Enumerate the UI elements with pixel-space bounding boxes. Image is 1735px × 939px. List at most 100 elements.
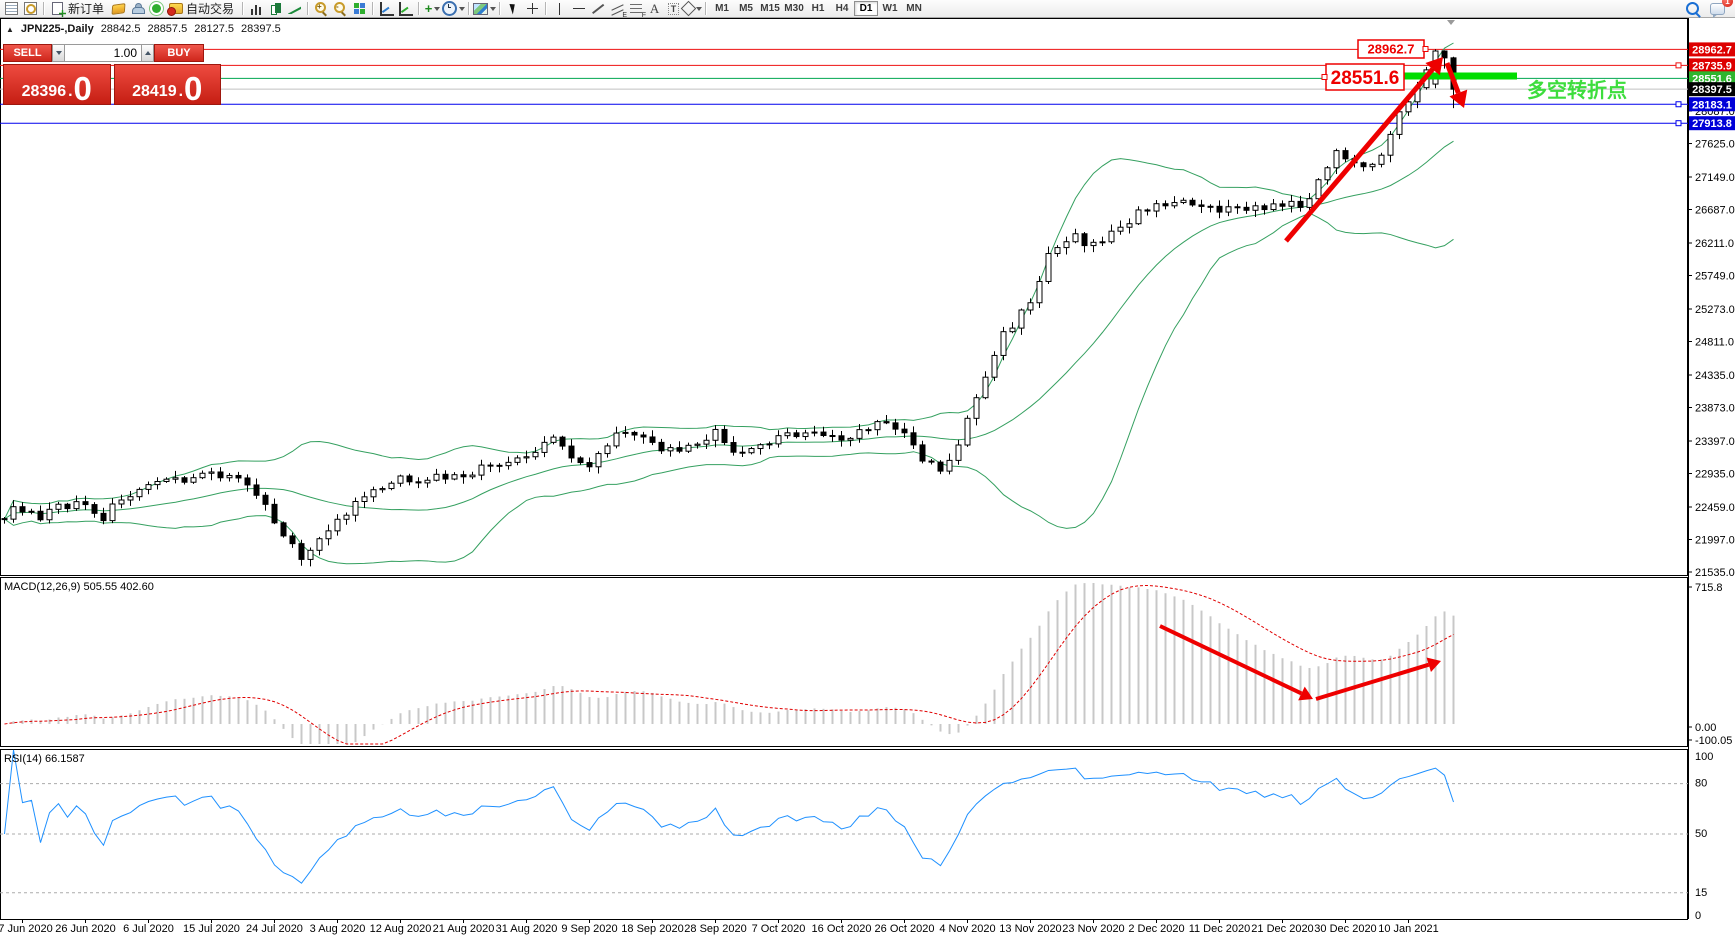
candle-body [1234,206,1241,209]
cursor-icon[interactable] [504,1,523,17]
timeframe-mn[interactable]: MN [906,3,922,14]
volume-increase-button[interactable] [141,44,154,62]
timeframe-m30[interactable]: M30 [784,3,804,14]
support-price-callout-handle[interactable] [1321,74,1328,80]
trendline-icon[interactable] [588,1,607,17]
buy-button[interactable]: BUY [154,44,204,62]
sell-button[interactable]: SELL [3,44,52,62]
notification-badge[interactable]: 1 [1722,0,1733,7]
template-icon[interactable] [473,1,497,17]
text-icon[interactable]: A [649,1,660,16]
candle-body [1180,199,1187,204]
macd-panel-frame [0,577,1688,747]
auto-trading-icon[interactable] [166,1,185,17]
macd-up-arrow[interactable] [1315,657,1441,701]
timeframe-m1[interactable]: M1 [715,3,729,14]
support-price-callout-box[interactable] [1325,63,1405,91]
timeframe-w1[interactable]: W1 [882,3,898,14]
add-indicator-icon[interactable]: + [423,1,442,17]
zoom-out-icon[interactable]: - [331,1,350,17]
candle-body [1270,203,1277,211]
date-label: 21 Dec 2020 [1251,923,1313,935]
vertical-line-icon[interactable] [550,1,569,17]
indicators-icon[interactable] [377,1,396,17]
new-order-icon[interactable] [48,1,67,17]
chart-list-icon[interactable] [2,1,21,17]
candle-body [370,489,377,498]
date-label: 24 Jul 2020 [246,923,303,935]
bar-chart-icon[interactable] [247,1,266,17]
separator [705,2,708,15]
styles-bucket-icon[interactable] [109,1,128,17]
separator [43,2,45,15]
candle-body [1117,226,1124,232]
sell-price-button[interactable]: 28396 . 0 [3,64,111,105]
volume-input[interactable]: 1.00 [65,44,141,62]
timeframe-m15[interactable]: M15 [760,3,780,14]
price-tick-label: 23397.0 [1695,436,1735,448]
search-icon[interactable] [1683,1,1702,17]
horizontal-line-icon[interactable] [569,1,588,17]
candle-body [298,543,305,560]
timeframe-h1[interactable]: H1 [811,3,825,14]
macd-signal-line [4,584,1454,745]
timeframe-d1[interactable]: D1 [854,1,879,16]
sell-price-big: 0 [73,70,92,107]
new-order-label[interactable]: 新订单 [68,2,105,16]
candle-body [181,477,188,483]
date-label: 4 Nov 2020 [939,923,995,935]
trend-up-arrow[interactable] [1284,57,1443,243]
candle-body [1153,203,1160,212]
candle-body [226,474,233,479]
tile-windows-icon[interactable] [350,1,369,17]
candle-body [1342,150,1349,160]
price-axis[interactable]: 28087.027625.027149.026687.026211.025749… [1688,18,1735,922]
line-chart-icon[interactable] [285,1,304,17]
indicator-window-icon[interactable] [396,1,415,17]
crosshair-icon[interactable] [523,1,542,17]
level-price-tag-label: 27913.8 [1692,118,1732,130]
rsi-axis-label: 100 [1695,751,1713,763]
candle-body [955,444,962,461]
chat-icon[interactable]: 1 [1708,0,1733,18]
level-handle-28735.9[interactable] [1675,62,1682,69]
macd-axis-label: -100.05 [1695,735,1732,747]
one-click-collapse-toggle[interactable]: ▲ [6,24,14,34]
fibonacci-icon[interactable]: F [626,1,646,19]
zoom-in-icon[interactable]: + [312,1,331,17]
profile-icon[interactable] [128,1,147,17]
history-clock-icon[interactable] [442,1,466,17]
auto-trading-label[interactable]: 自动交易 [186,2,235,16]
candlestick-chart-icon[interactable] [266,1,285,17]
signals-icon[interactable] [147,1,166,17]
candlesticks [1,49,1457,567]
candle-body [1396,111,1403,135]
candle-body [262,494,269,505]
timeframe-h4[interactable]: H4 [835,3,849,14]
reversal-down-arrow[interactable] [1444,62,1468,108]
buy-price-button[interactable]: 28419 . 0 [113,64,221,105]
text-label-icon[interactable]: T [664,1,683,17]
candle-body [1216,205,1223,213]
candle-body [1045,253,1052,282]
candle-body [649,436,656,443]
shapes-icon[interactable] [680,0,703,17]
macd-down-arrow[interactable] [1159,624,1313,701]
channel-icon[interactable]: E [607,1,627,19]
level-handle-28183.1[interactable] [1675,101,1682,108]
turning-point-note[interactable]: 多空转折点 [1527,78,1627,102]
level-handle-27913.8[interactable] [1675,120,1682,127]
volume-decrease-button[interactable] [52,44,65,62]
high-price-callout-handle[interactable] [1422,46,1429,52]
chart-preview-icon[interactable] [21,1,40,17]
timeframe-m5[interactable]: M5 [739,3,753,14]
separator [418,2,421,15]
separator [499,2,502,15]
candle-body [1081,233,1088,247]
candle-body [811,431,818,434]
support-zone-bar[interactable] [1403,72,1517,80]
price-tick-label: 27625.0 [1695,139,1735,151]
candle-body [784,432,791,437]
